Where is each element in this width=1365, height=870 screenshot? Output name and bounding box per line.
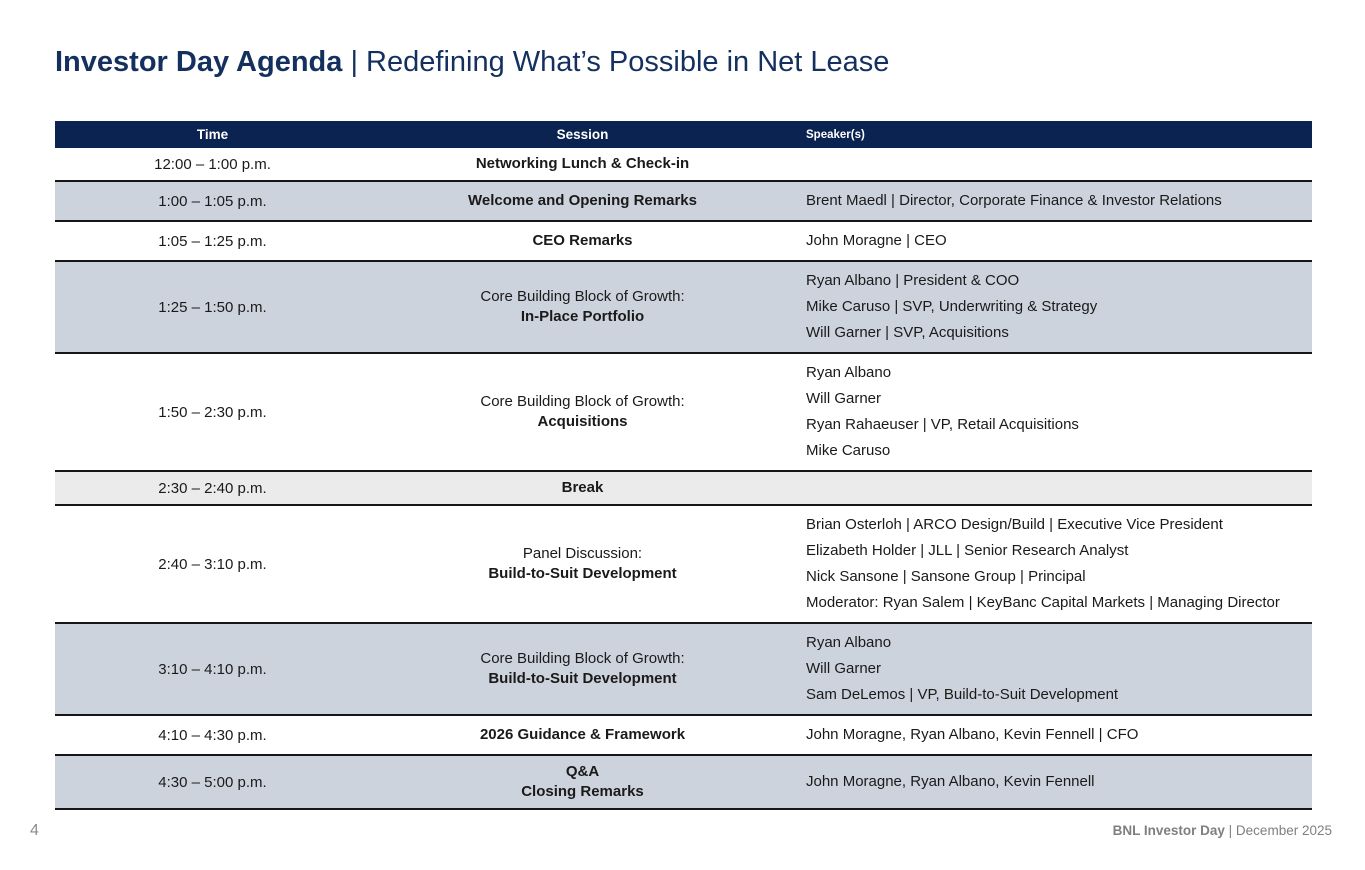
- session-line: Break: [561, 479, 604, 496]
- session-cell: Core Building Block of Growth: In-Place P…: [370, 261, 795, 353]
- speakers-cell: Brent Maedl | Director, Corporate Financ…: [795, 181, 1312, 221]
- agenda-row: 2:40 – 3:10 p.m. Panel Discussion: Build-t…: [55, 505, 1312, 623]
- speaker-line: Ryan Rahaeuser | VP, Retail Acquisitions: [806, 416, 1079, 433]
- speaker-line: Will Garner: [806, 660, 882, 677]
- column-header-time: Time: [55, 121, 370, 148]
- agenda-row: 1:25 – 1:50 p.m. Core Building Block of G…: [55, 261, 1312, 353]
- agenda-row: 1:05 – 1:25 p.m. CEO Remarks John Moragne …: [55, 221, 1312, 261]
- time-cell: 3:10 – 4:10 p.m.: [158, 660, 267, 678]
- footer-brand-name: BNL Investor Day: [1112, 823, 1225, 838]
- session-line: Build-to-Suit Development: [488, 670, 677, 687]
- session-line: 2026 Guidance & Framework: [479, 726, 686, 743]
- session-line: In-Place Portfolio: [520, 308, 645, 325]
- agenda-row: 2:30 – 2:40 p.m. Break: [55, 471, 1312, 505]
- session-line: CEO Remarks: [532, 232, 633, 249]
- speaker-line: Mike Caruso: [806, 442, 891, 459]
- session-line: Build-to-Suit Development: [488, 565, 677, 582]
- speaker-line: Will Garner | SVP, Acquisitions: [806, 324, 1009, 341]
- speakers-cell: Brian Osterloh | ARCO Design/Build | Exe…: [795, 505, 1312, 623]
- session-line: Welcome and Opening Remarks: [468, 192, 697, 209]
- session-cell: Break: [370, 471, 795, 505]
- session-line: Acquisitions: [537, 413, 628, 430]
- speaker-line: Will Garner: [806, 390, 882, 407]
- speakers-cell: John Moragne, Ryan Albano, Kevin Fennell: [795, 755, 1312, 809]
- agenda-row: 3:10 – 4:10 p.m. Core Building Block of G…: [55, 623, 1312, 715]
- speaker-line: Ryan Albano | President & COO: [806, 272, 1020, 289]
- time-cell: 12:00 – 1:00 p.m.: [154, 155, 271, 173]
- column-header-session: Session: [370, 121, 795, 148]
- session-line: Core Building Block of Growth:: [480, 393, 685, 410]
- speaker-line: Sam DeLemos | VP, Build-to-Suit Developm…: [806, 686, 1119, 703]
- speaker-line: Nick Sansone | Sansone Group | Principal: [806, 568, 1086, 585]
- page-title-main: Investor Day Agenda: [55, 46, 343, 78]
- speaker-line: John Moragne, Ryan Albano, Kevin Fennell…: [806, 726, 1139, 743]
- session-cell: Core Building Block of Growth: Build-to-S…: [370, 623, 795, 715]
- time-cell: 4:30 – 5:00 p.m.: [158, 773, 267, 791]
- page-title-subtitle: | Redefining What’s Possible in Net Leas…: [350, 46, 890, 78]
- speaker-line: Moderator: Ryan Salem | KeyBanc Capital …: [806, 594, 1280, 611]
- speaker-line: Brian Osterloh | ARCO Design/Build | Exe…: [806, 516, 1223, 533]
- time-cell: 1:25 – 1:50 p.m.: [158, 298, 267, 316]
- time-cell: 4:10 – 4:30 p.m.: [158, 726, 267, 744]
- session-cell: Core Building Block of Growth: Acquisitio…: [370, 353, 795, 471]
- session-line: Networking Lunch & Check-in: [475, 155, 690, 172]
- time-cell: 2:40 – 3:10 p.m.: [158, 555, 267, 573]
- agenda-header-row: Time Session Speaker(s): [55, 121, 1312, 148]
- time-cell: 2:30 – 2:40 p.m.: [158, 479, 267, 497]
- session-cell: Welcome and Opening Remarks: [370, 181, 795, 221]
- speaker-line: Elizabeth Holder | JLL | Senior Research…: [806, 542, 1129, 559]
- time-cell: 1:00 – 1:05 p.m.: [158, 192, 267, 210]
- page-number: 4: [30, 822, 39, 839]
- speaker-line: Mike Caruso | SVP, Underwriting & Strate…: [806, 298, 1098, 315]
- agenda-row: 12:00 – 1:00 p.m. Networking Lunch & Chec…: [55, 148, 1312, 181]
- agenda-table: Time Session Speaker(s) 12:00 – 1:00 p.m…: [55, 121, 1312, 810]
- time-cell: 1:50 – 2:30 p.m.: [158, 403, 267, 421]
- session-cell: Q&A Closing Remarks: [370, 755, 795, 809]
- session-line: Core Building Block of Growth:: [480, 650, 685, 667]
- agenda-row: 1:50 – 2:30 p.m. Core Building Block of G…: [55, 353, 1312, 471]
- speakers-cell: Ryan Albano Will Garner Ryan Rahaeuser | V…: [795, 353, 1312, 471]
- speakers-cell: Ryan Albano Will Garner Sam DeLemos | VP, …: [795, 623, 1312, 715]
- session-cell: Panel Discussion: Build-to-Suit Developme…: [370, 505, 795, 623]
- session-cell: 2026 Guidance & Framework: [370, 715, 795, 755]
- speakers-cell: [795, 471, 1312, 505]
- session-cell: Networking Lunch & Check-in: [370, 148, 795, 181]
- speakers-cell: [795, 148, 1312, 181]
- session-line: Closing Remarks: [521, 783, 644, 800]
- page-title: Investor Day Agenda | Redefining What’s …: [55, 44, 889, 80]
- session-cell: CEO Remarks: [370, 221, 795, 261]
- speaker-line: Ryan Albano: [806, 634, 892, 651]
- speaker-line: John Moragne | CEO: [806, 232, 947, 249]
- speaker-line: Ryan Albano: [806, 364, 892, 381]
- speakers-cell: John Moragne, Ryan Albano, Kevin Fennell…: [795, 715, 1312, 755]
- agenda-row: 1:00 – 1:05 p.m. Welcome and Opening Rema…: [55, 181, 1312, 221]
- agenda-row: 4:10 – 4:30 p.m. 2026 Guidance & Framewor…: [55, 715, 1312, 755]
- footer-brand: BNL Investor Day | December 2025: [1113, 823, 1332, 838]
- session-line: Panel Discussion:: [522, 545, 643, 562]
- speaker-line: John Moragne, Ryan Albano, Kevin Fennell: [806, 773, 1095, 790]
- speakers-cell: John Moragne | CEO: [795, 221, 1312, 261]
- speaker-line: Brent Maedl | Director, Corporate Financ…: [806, 192, 1222, 209]
- footer-brand-date: | December 2025: [1228, 823, 1332, 838]
- column-header-speakers: Speaker(s): [795, 121, 1312, 148]
- session-line: Q&A: [565, 763, 600, 780]
- speakers-cell: Ryan Albano | President & COO Mike Caruso…: [795, 261, 1312, 353]
- session-line: Core Building Block of Growth:: [480, 288, 685, 305]
- agenda-row: 4:30 – 5:00 p.m. Q&A Closing Remarks John M…: [55, 755, 1312, 809]
- time-cell: 1:05 – 1:25 p.m.: [158, 232, 267, 250]
